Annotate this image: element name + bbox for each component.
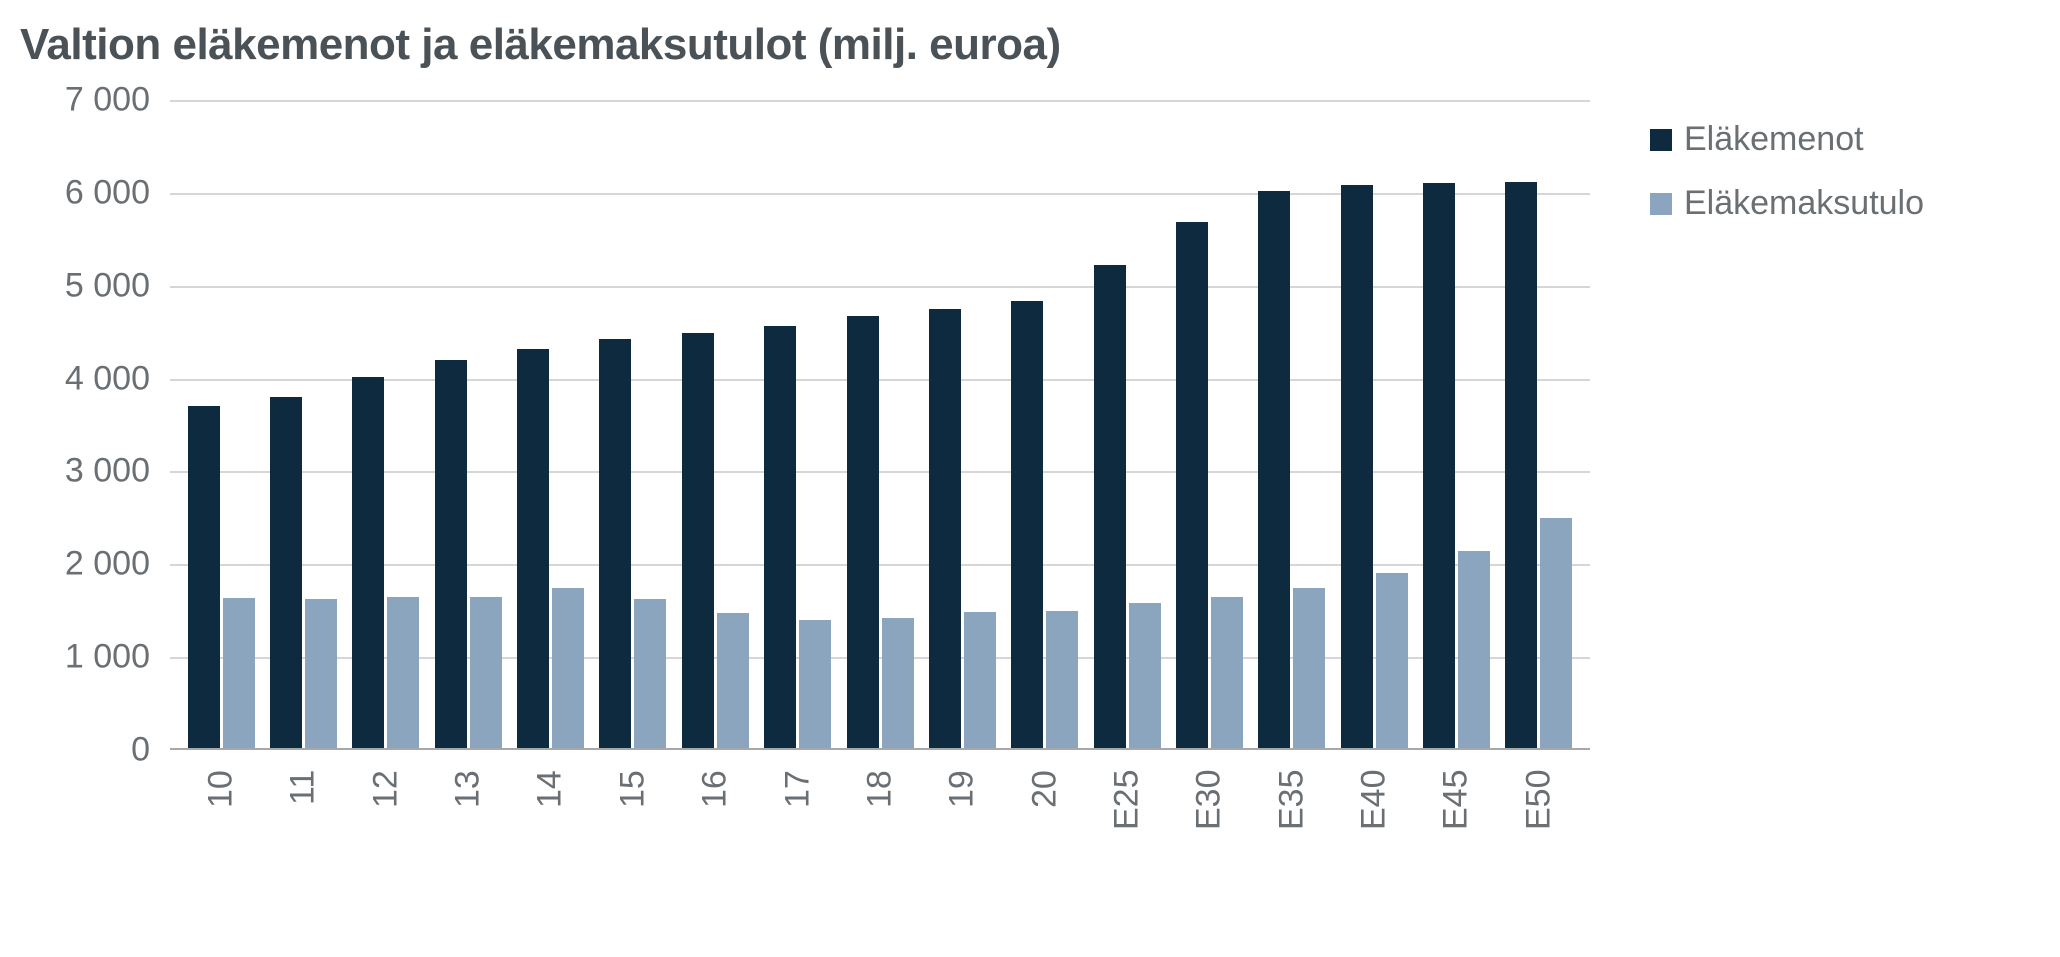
chart-container: Valtion eläkemenot ja eläkemaksutulot (m… [20,20,2040,937]
bar-group [1251,100,1333,748]
x-tick-label: 12 [345,770,427,860]
bar [223,598,255,748]
legend-label: Eläkemenot [1684,120,1864,159]
x-tick-label: E40 [1333,770,1415,860]
y-tick-label: 6 000 [65,173,150,212]
bar-group [262,100,344,748]
bar-group [921,100,1003,748]
bar [305,599,337,748]
bar-group [592,100,674,748]
bar-group [509,100,591,748]
bar-group [839,100,921,748]
plot-area [170,100,1590,750]
bar [270,397,302,748]
bar-group [1004,100,1086,748]
legend-label: Eläkemaksutulo [1684,184,1924,223]
bar [352,377,384,748]
legend-swatch [1650,193,1672,215]
bar [188,406,220,748]
bar-group [674,100,756,748]
bar [552,588,584,748]
y-tick-label: 5 000 [65,266,150,305]
x-tick-label: 17 [757,770,839,860]
bar-group [1168,100,1250,748]
x-tick-label: 16 [674,770,756,860]
bar-group [1415,100,1497,748]
bar-group [1086,100,1168,748]
y-tick-label: 2 000 [65,545,150,584]
x-axis-labels: 1011121314151617181920E25E30E35E40E45E50 [170,770,1590,860]
bar-group [1333,100,1415,748]
bar [1211,597,1243,748]
x-tick-label: 14 [509,770,591,860]
bar [1094,265,1126,748]
y-axis: 01 0002 0003 0004 0005 0006 0007 000 [20,100,160,750]
x-tick-label: E50 [1498,770,1580,860]
legend-item: Eläkemaksutulo [1650,184,1924,223]
bar [1129,603,1161,748]
bar [599,339,631,748]
bar-group [345,100,427,748]
x-tick-label: E30 [1168,770,1250,860]
bar [634,599,666,749]
y-tick-label: 4 000 [65,359,150,398]
bar [435,360,467,748]
bar [387,597,419,748]
bar [1505,182,1537,748]
legend: Eläkemenot Eläkemaksutulo [1650,120,1924,900]
legend-swatch [1650,129,1672,151]
chart-body: 01 0002 0003 0004 0005 0006 0007 000 101… [20,80,2040,900]
x-tick-label: E45 [1415,770,1497,860]
bar [517,349,549,748]
bar [1423,183,1455,748]
bar [764,326,796,749]
y-tick-label: 3 000 [65,452,150,491]
x-tick-label: E35 [1251,770,1333,860]
y-tick-label: 0 [131,731,150,770]
bar [682,333,714,748]
bar-group [180,100,262,748]
bars-area [170,100,1590,748]
bar [1458,551,1490,748]
bar [717,613,749,748]
x-tick-label: 13 [427,770,509,860]
bar [882,618,914,748]
bar [1046,611,1078,748]
bar [964,612,996,749]
bar-group [427,100,509,748]
x-tick-label: E25 [1086,770,1168,860]
bar [470,597,502,748]
bar [799,620,831,748]
bar [1011,301,1043,748]
bar [929,309,961,748]
bar [1376,573,1408,748]
plot-wrapper: 01 0002 0003 0004 0005 0006 0007 000 101… [20,80,1620,900]
bar-group [1498,100,1580,748]
bar [847,316,879,748]
y-tick-label: 1 000 [65,638,150,677]
y-tick-label: 7 000 [65,81,150,120]
chart-title: Valtion eläkemenot ja eläkemaksutulot (m… [20,20,2040,70]
bar [1341,185,1373,748]
x-tick-label: 10 [180,770,262,860]
bar [1293,588,1325,748]
x-tick-label: 18 [839,770,921,860]
bar [1258,191,1290,748]
x-tick-label: 20 [1004,770,1086,860]
bar [1176,222,1208,748]
bar-group [757,100,839,748]
x-tick-label: 11 [262,770,344,860]
bar [1540,518,1572,748]
x-tick-label: 15 [592,770,674,860]
x-tick-label: 19 [921,770,1003,860]
legend-item: Eläkemenot [1650,120,1924,159]
